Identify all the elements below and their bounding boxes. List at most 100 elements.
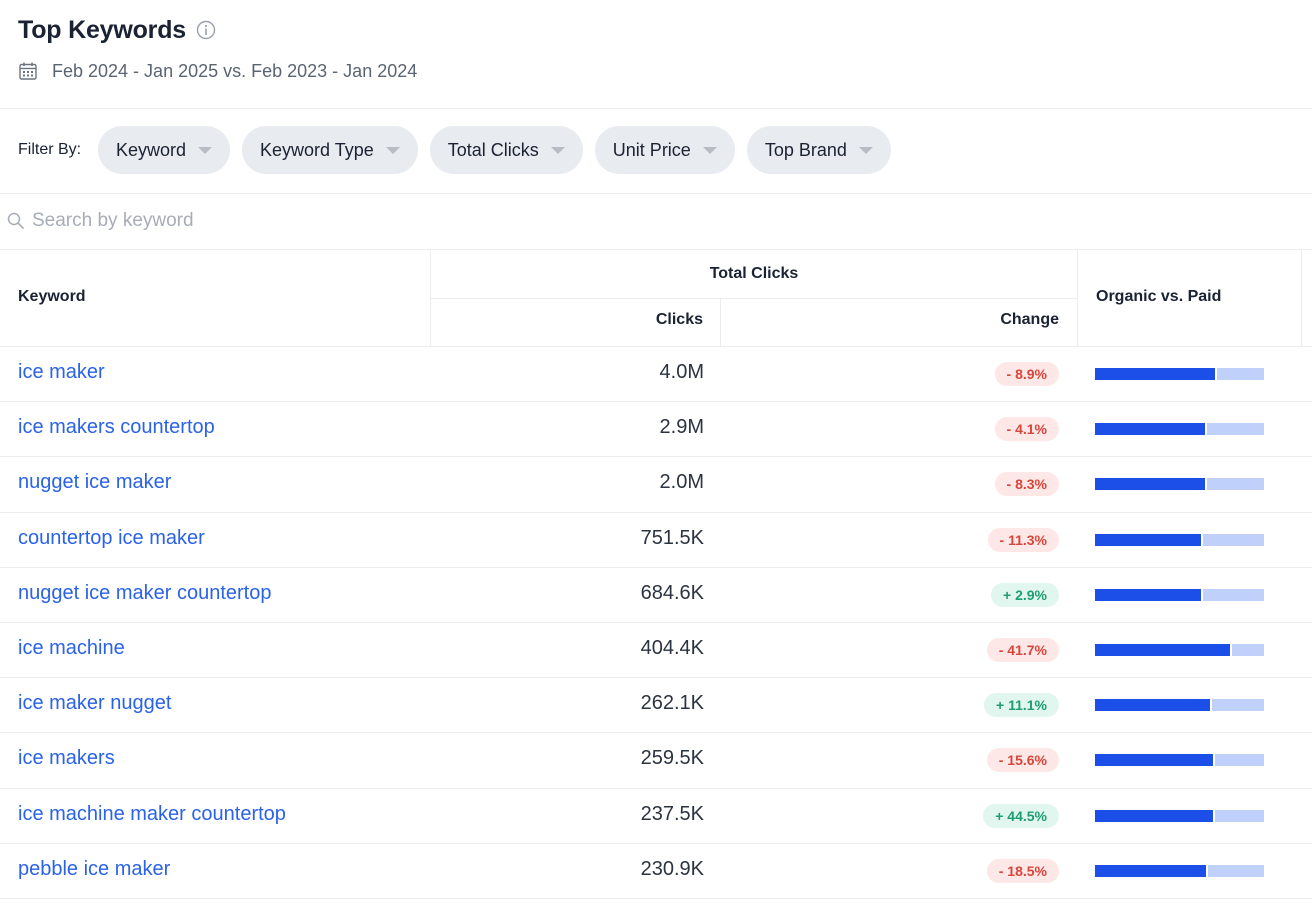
filter-chip-top-brand[interactable]: Top Brand bbox=[746, 126, 891, 174]
column-header-keyword[interactable]: Keyword bbox=[18, 288, 86, 305]
organic-share-fill bbox=[1095, 588, 1204, 601]
column-group-total-clicks: Total Clicks bbox=[430, 250, 1077, 299]
table-row: pebble ice maker 230.9K - 18.5% bbox=[0, 844, 1312, 899]
change-badge: - 41.7% bbox=[986, 637, 1059, 662]
keyword-link[interactable]: ice machine maker countertop bbox=[18, 802, 286, 825]
clicks-value: 230.9K bbox=[640, 857, 704, 880]
keyword-link[interactable]: ice makers bbox=[18, 747, 115, 770]
column-header-label: Organic vs. Paid bbox=[1096, 288, 1222, 305]
filter-bar: Filter By: Keyword Keyword Type Total Cl… bbox=[0, 109, 1312, 194]
keyword-link[interactable]: nugget ice maker bbox=[18, 471, 172, 494]
keyword-link[interactable]: pebble ice maker bbox=[18, 857, 171, 880]
organic-vs-paid-bar bbox=[1095, 533, 1264, 546]
organic-share-fill bbox=[1095, 864, 1209, 877]
change-badge: + 11.1% bbox=[984, 693, 1059, 718]
column-header-clicks[interactable]: Clicks bbox=[430, 299, 721, 346]
organic-share-fill bbox=[1095, 643, 1232, 656]
filter-chip-keyword[interactable]: Keyword bbox=[98, 126, 231, 174]
organic-share-fill bbox=[1095, 809, 1215, 822]
organic-vs-paid-bar bbox=[1095, 699, 1264, 712]
organic-vs-paid-bar bbox=[1095, 864, 1264, 877]
organic-vs-paid-bar bbox=[1095, 588, 1264, 601]
title-row: Top Keywords bbox=[18, 14, 216, 46]
search-input[interactable] bbox=[32, 206, 632, 236]
keyword-link[interactable]: ice maker nugget bbox=[18, 692, 172, 715]
change-badge: - 4.1% bbox=[994, 417, 1059, 442]
caret-down-icon bbox=[385, 146, 400, 154]
clicks-value: 2.9M bbox=[659, 416, 704, 439]
date-range-row: Feb 2024 - Jan 2025 vs. Feb 2023 - Jan 2… bbox=[18, 60, 417, 82]
change-badge: - 8.9% bbox=[994, 362, 1059, 386]
organic-vs-paid-bar bbox=[1095, 643, 1264, 656]
filter-chip-label: Keyword Type bbox=[260, 139, 374, 160]
search-icon bbox=[6, 211, 26, 231]
organic-share-fill bbox=[1095, 478, 1207, 491]
table-row: ice maker 4.0M - 8.9% bbox=[0, 347, 1312, 403]
filter-chips: Keyword Keyword Type Total Clicks Unit P… bbox=[98, 126, 891, 174]
organic-share-fill bbox=[1095, 699, 1212, 712]
organic-share-fill bbox=[1095, 368, 1217, 380]
organic-vs-paid-bar bbox=[1095, 423, 1264, 436]
table-body: ice maker 4.0M - 8.9% ice makers countertop… bbox=[0, 347, 1312, 899]
change-badge: + 2.9% bbox=[991, 582, 1059, 607]
date-range-text: Feb 2024 - Jan 2025 vs. Feb 2023 - Jan 2… bbox=[52, 60, 418, 81]
table-row: ice makers countertop 2.9M - 4.1% bbox=[0, 402, 1312, 458]
table-header: Keyword Total Clicks Clicks Change Organ… bbox=[0, 250, 1312, 347]
organic-vs-paid-bar bbox=[1095, 478, 1264, 491]
filter-chip-label: Unit Price bbox=[612, 139, 691, 160]
table-row: nugget ice maker 2.0M - 8.3% bbox=[0, 457, 1312, 513]
filter-chip-label: Total Clicks bbox=[447, 139, 539, 160]
page-title: Top Keywords bbox=[18, 15, 186, 44]
clicks-value: 684.6K bbox=[640, 581, 704, 604]
organic-share-fill bbox=[1095, 423, 1207, 436]
change-badge: - 8.3% bbox=[994, 472, 1059, 497]
caret-down-icon bbox=[198, 146, 213, 154]
clicks-value: 2.0M bbox=[659, 471, 704, 494]
table-row: ice maker nugget 262.1K + 11.1% bbox=[0, 678, 1312, 734]
keyword-link[interactable]: ice machine bbox=[18, 636, 125, 659]
filter-chip-unit-price[interactable]: Unit Price bbox=[594, 126, 735, 174]
organic-vs-paid-bar bbox=[1095, 809, 1264, 822]
clicks-value: 262.1K bbox=[640, 692, 704, 715]
filter-chip-label: Keyword bbox=[116, 139, 187, 160]
table-row: countertop ice maker 751.5K - 11.3% bbox=[0, 513, 1312, 568]
table-row: nugget ice maker countertop 684.6K + 2.9% bbox=[0, 568, 1312, 623]
organic-share-fill bbox=[1095, 533, 1204, 546]
caret-down-icon bbox=[702, 146, 717, 154]
clicks-value: 404.4K bbox=[640, 636, 704, 659]
filter-chip-keyword-type[interactable]: Keyword Type bbox=[242, 126, 418, 174]
column-header-label: Clicks bbox=[655, 311, 703, 328]
table-row: ice machine 404.4K - 41.7% bbox=[0, 623, 1312, 679]
clicks-value: 259.5K bbox=[640, 747, 704, 770]
change-badge: - 15.6% bbox=[986, 748, 1059, 773]
column-group-label: Total Clicks bbox=[709, 265, 799, 282]
keyword-link[interactable]: nugget ice maker countertop bbox=[18, 581, 272, 604]
organic-vs-paid-bar bbox=[1095, 368, 1264, 380]
change-badge: - 18.5% bbox=[986, 858, 1059, 883]
organic-vs-paid-bar bbox=[1095, 754, 1264, 767]
search-bar bbox=[0, 194, 1312, 250]
table-row: ice machine maker countertop 237.5K + 44.5… bbox=[0, 789, 1312, 844]
clicks-value: 751.5K bbox=[640, 526, 704, 549]
keywords-table: Keyword Total Clicks Clicks Change Organ… bbox=[0, 250, 1312, 899]
report-header: Top Keywords Feb 2024 - J bbox=[0, 0, 1312, 109]
caret-down-icon bbox=[550, 146, 565, 154]
keyword-link[interactable]: ice maker bbox=[18, 361, 105, 383]
column-header-label: Change bbox=[1000, 311, 1059, 328]
calendar-icon bbox=[18, 61, 38, 81]
clicks-value: 4.0M bbox=[659, 361, 704, 383]
column-header-organic-vs-paid[interactable]: Organic vs. Paid bbox=[1077, 250, 1302, 346]
change-badge: - 11.3% bbox=[987, 527, 1059, 552]
keyword-link[interactable]: countertop ice maker bbox=[18, 526, 205, 549]
column-header-change[interactable]: Change bbox=[721, 299, 1077, 346]
clicks-value: 237.5K bbox=[640, 802, 704, 825]
organic-share-fill bbox=[1095, 754, 1215, 767]
caret-down-icon bbox=[858, 146, 873, 154]
filter-chip-total-clicks[interactable]: Total Clicks bbox=[429, 126, 583, 174]
filter-chip-label: Top Brand bbox=[764, 139, 847, 160]
change-badge: + 44.5% bbox=[983, 803, 1059, 828]
table-row: ice makers 259.5K - 15.6% bbox=[0, 733, 1312, 789]
info-circle-icon[interactable] bbox=[196, 20, 216, 40]
keyword-link[interactable]: ice makers countertop bbox=[18, 416, 215, 439]
filter-label: Filter By: bbox=[18, 141, 82, 158]
